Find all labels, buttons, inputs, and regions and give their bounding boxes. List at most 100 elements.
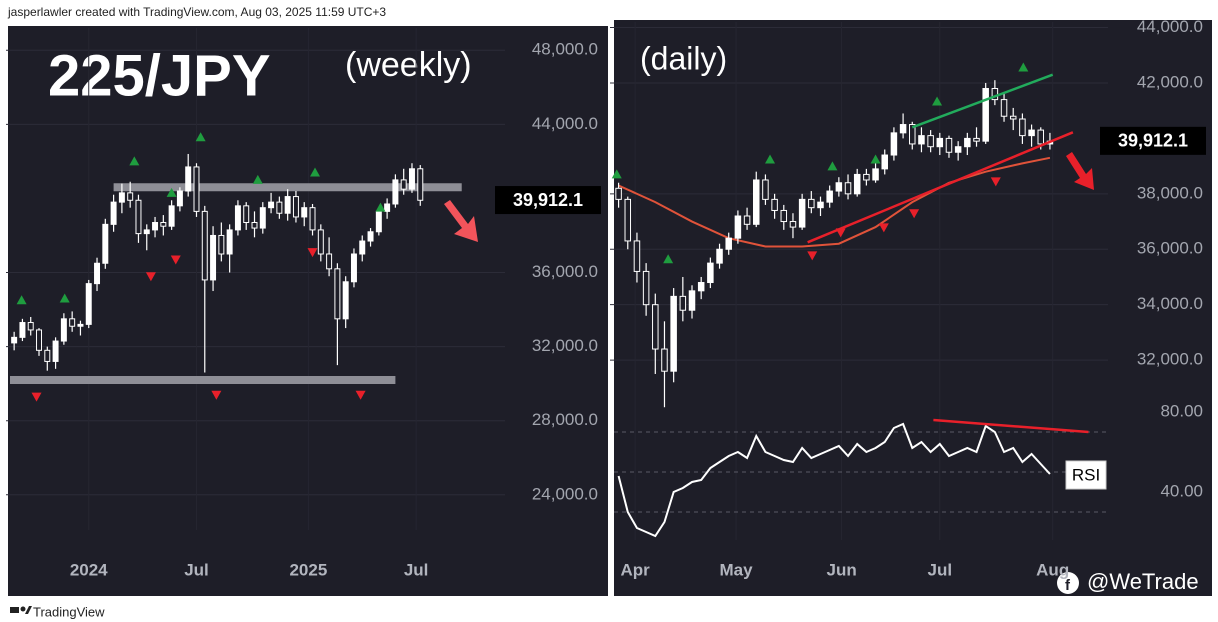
signal-up	[663, 254, 674, 264]
x-tick-label: Jun	[826, 560, 856, 579]
y-tick-label: 32,000.0	[532, 336, 598, 355]
x-tick-label: May	[720, 560, 754, 579]
candle-body	[218, 234, 225, 255]
candle-body	[408, 168, 415, 190]
candle-body	[359, 240, 366, 255]
candle-body	[268, 201, 275, 209]
candle-body	[110, 201, 117, 225]
last-price-label: 39,912.1	[1118, 131, 1188, 151]
x-tick-label: 2024	[70, 560, 108, 579]
candle-body	[60, 318, 67, 342]
candle-body	[152, 222, 159, 231]
x-tick-label: Jul	[404, 560, 429, 579]
last-price-box	[1100, 126, 1206, 155]
candle-body	[19, 322, 26, 338]
candle-body	[11, 336, 18, 344]
signal-up	[252, 174, 263, 184]
y-tick-label: 28,000.0	[532, 410, 598, 429]
candle-body	[69, 318, 76, 327]
candle-body	[400, 179, 407, 190]
candle-body	[27, 322, 34, 331]
down-arrow	[444, 200, 478, 242]
candle-body	[927, 135, 934, 148]
candle-body	[752, 179, 760, 225]
chart-title: 225/JPY	[48, 43, 271, 108]
candle-body	[642, 270, 650, 306]
candle-body	[890, 132, 898, 156]
candle-body	[945, 137, 953, 153]
y-tick-label: 24,000.0	[532, 484, 598, 503]
y-tick-label: 44,000.0	[1137, 17, 1203, 36]
candle-body	[872, 168, 879, 181]
svg-text:f: f	[1065, 577, 1071, 594]
signal-down	[307, 248, 318, 258]
signal-down	[31, 392, 42, 402]
signal-up	[827, 161, 838, 171]
candle-body	[417, 168, 424, 201]
trend-line	[911, 73, 1054, 129]
candle-body	[679, 295, 687, 311]
rsi-divergence-line	[933, 418, 1089, 434]
signal-down	[990, 177, 1001, 187]
candle-body	[185, 166, 192, 192]
signal-down	[170, 255, 181, 265]
candle-body	[44, 349, 51, 362]
candle-body	[392, 179, 399, 205]
signal-down	[145, 272, 156, 282]
candle-body	[716, 248, 723, 264]
y-tick-label: 38,000.0	[1137, 183, 1203, 202]
rsi-label: RSI	[1072, 465, 1100, 484]
candle-body	[350, 253, 357, 283]
candle-body	[1000, 99, 1008, 117]
signal-down	[835, 228, 846, 238]
candle-body	[276, 201, 283, 214]
candle-body	[973, 137, 980, 142]
candle-body	[326, 253, 333, 270]
candle-body	[771, 198, 778, 211]
x-tick-label: Apr	[620, 560, 650, 579]
y-tick-label: 42,000.0	[1137, 72, 1203, 91]
daily-panel	[614, 20, 1212, 596]
signal-up	[129, 156, 140, 166]
candle-body	[201, 210, 208, 281]
candle-body	[881, 154, 888, 170]
moving-average	[618, 156, 1051, 248]
trend-line	[807, 131, 1074, 244]
candle-body	[762, 179, 769, 200]
candle-body	[301, 207, 308, 218]
candle-body	[661, 348, 668, 372]
candle-body	[102, 223, 109, 264]
candle-body	[789, 221, 797, 228]
signal-up	[1018, 62, 1029, 72]
rsi-tick-label: 40.00	[1160, 481, 1203, 500]
rsi-label-box	[1065, 460, 1107, 490]
down-arrow	[1066, 152, 1094, 190]
candle-body	[1009, 115, 1017, 120]
signal-down	[878, 223, 889, 233]
candle-body	[954, 146, 962, 153]
candle-body	[982, 88, 989, 142]
footer-brand: TradingView	[33, 604, 105, 619]
candle-body	[367, 231, 374, 242]
candle-body	[688, 290, 696, 311]
candle-body	[375, 210, 382, 233]
candle-body	[918, 135, 925, 145]
candle-body	[826, 190, 833, 203]
candle-body	[615, 187, 622, 200]
signal-up	[16, 295, 27, 305]
candle-body	[127, 192, 134, 201]
candle-body	[853, 173, 861, 195]
candle-body	[798, 198, 806, 228]
signal-up	[375, 202, 386, 212]
signal-up	[870, 154, 881, 164]
candle-body	[243, 205, 250, 224]
candle-body	[176, 190, 183, 207]
signal-up	[195, 132, 206, 142]
chart-subtitle: (weekly)	[345, 46, 472, 84]
candle-body	[193, 166, 200, 212]
candle-body	[309, 207, 316, 231]
candle-body	[384, 203, 391, 212]
candle-body	[36, 329, 42, 351]
candle-body	[909, 124, 916, 145]
